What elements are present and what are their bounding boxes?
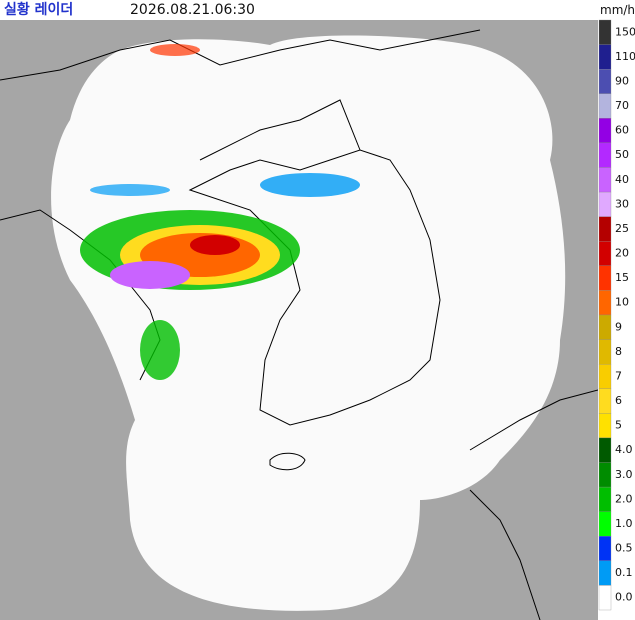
legend-swatch <box>598 560 612 586</box>
legend-label: 70 <box>615 99 629 112</box>
legend-label: 3.0 <box>615 468 633 481</box>
radar-map <box>0 20 598 620</box>
legend-label: 0.1 <box>615 566 633 579</box>
legend-label: 25 <box>615 222 629 235</box>
legend-label: 0.5 <box>615 542 633 555</box>
legend-label: 4.0 <box>615 443 633 456</box>
legend-swatch <box>598 19 612 45</box>
legend-label: 20 <box>615 247 629 260</box>
legend-swatch <box>598 44 612 70</box>
precipitation <box>80 44 360 380</box>
legend-label: 110 <box>615 50 635 63</box>
legend-swatch <box>598 364 612 389</box>
legend-swatch <box>598 339 612 365</box>
legend-swatch <box>598 388 612 414</box>
legend-swatch <box>598 511 612 537</box>
legend-swatch <box>598 241 612 266</box>
legend-swatch <box>598 167 612 193</box>
legend-swatch <box>598 462 612 488</box>
legend-swatch <box>598 536 612 561</box>
legend-label: 0.0 <box>615 591 633 604</box>
legend-label: 15 <box>615 271 629 284</box>
legend-label: 8 <box>615 345 622 358</box>
timestamp: 2026.08.21.06:30 <box>130 2 255 18</box>
legend-swatch <box>598 314 612 340</box>
legend-label: 40 <box>615 173 629 186</box>
title: 실황 레이더 <box>4 2 74 18</box>
legend-label: 10 <box>615 296 629 309</box>
legend-label: 6 <box>615 394 622 407</box>
legend-swatch <box>598 265 612 291</box>
legend-swatch <box>598 486 612 512</box>
legend: 150 110 90 70 60 50 40 30 25 20 15 10 9 8 7 6 5 4.0 3.0 2.0… <box>598 19 635 611</box>
legend-label: 30 <box>615 197 629 210</box>
legend-swatch <box>598 69 612 94</box>
legend-label: 5 <box>615 419 622 432</box>
legend-swatch <box>598 290 612 316</box>
legend-swatch <box>598 413 612 439</box>
unit: mm/h <box>600 3 635 17</box>
legend-label: 2.0 <box>615 492 633 505</box>
coverage <box>51 35 566 611</box>
legend-swatch <box>598 142 612 168</box>
legend-label: 50 <box>615 148 629 161</box>
legend-label: 90 <box>615 74 629 87</box>
legend-swatch <box>598 93 612 119</box>
legend-swatch <box>598 216 612 242</box>
legend-label: 150 <box>615 25 635 38</box>
legend-label: 60 <box>615 124 629 137</box>
legend-label: 7 <box>615 369 622 382</box>
legend-label: 1.0 <box>615 517 633 530</box>
legend-swatch <box>598 191 612 217</box>
legend-swatch <box>598 437 612 463</box>
legend-swatch <box>598 585 612 611</box>
legend-label: 9 <box>615 320 622 333</box>
legend-swatch <box>598 118 612 144</box>
